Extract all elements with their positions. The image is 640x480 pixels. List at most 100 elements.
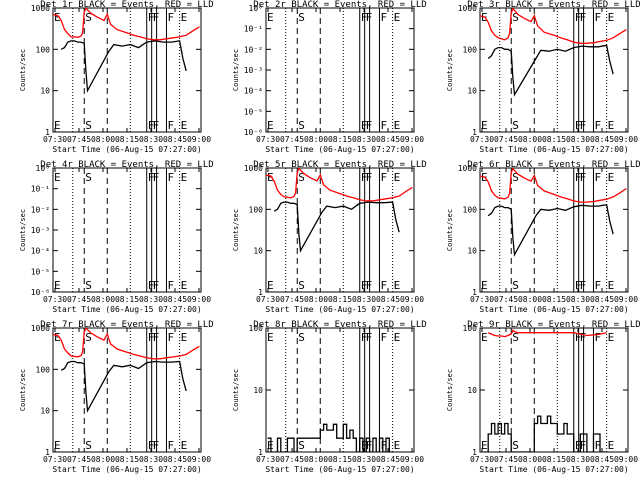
chart-panel-5: Det 5r BLACK = Events, RED = LLDEESSFFFF… (232, 160, 427, 314)
y-tick-label: 10⁻² (31, 205, 50, 214)
marker-label: E (394, 171, 401, 184)
marker-label: F (366, 279, 373, 292)
x-tick-label: 07:45 (494, 455, 518, 464)
marker-label: F (594, 171, 601, 184)
marker-label: E (481, 331, 488, 344)
marker-label: F (361, 171, 368, 184)
y-tick-label: 1 (472, 448, 477, 457)
series-line (53, 8, 200, 41)
x-tick-label: 09:00 (400, 295, 424, 304)
marker-label: E (394, 119, 401, 132)
marker-label: F (594, 439, 601, 452)
plot-frame (265, 167, 415, 293)
marker-label: E (608, 331, 615, 344)
x-tick-label: 08:00 (91, 455, 115, 464)
y-tick-label: 10⁻⁵ (31, 267, 50, 276)
marker-label: S (85, 171, 92, 184)
marker-label: F (361, 331, 368, 344)
chart-title: Det 6r BLACK = Events, RED = LLD (467, 160, 640, 170)
marker-label: F (380, 171, 387, 184)
chart-panel-3: Det 3r BLACK = Events, RED = LLDEESSFFFF… (446, 0, 640, 154)
y-axis-label: Counts/sec (19, 49, 27, 91)
chart-title: Det 9r BLACK = Events, RED = LLD (467, 320, 640, 330)
marker-label: F (575, 331, 582, 344)
chart-title: Det 2r BLACK = Events, RED = LLD (253, 0, 426, 10)
marker-label: E (608, 119, 615, 132)
y-tick-label: 1 (472, 128, 477, 137)
marker-label: E (181, 11, 188, 24)
marker-label: F (380, 119, 387, 132)
marker-label: E (481, 279, 488, 292)
y-tick-label: 10⁻⁴ (31, 247, 50, 256)
y-tick-label: 10 (40, 87, 50, 96)
chart-title: Det 8r BLACK = Events, RED = LLD (253, 320, 426, 330)
marker-label: F (148, 11, 155, 24)
marker-label: F (153, 119, 160, 132)
series-line (480, 8, 627, 44)
marker-label: F (575, 171, 582, 184)
marker-label: F (366, 331, 373, 344)
x-tick-label: 07:45 (280, 455, 304, 464)
marker-label: E (267, 331, 274, 344)
x-axis-label: Start Time (06-Aug-15 07:27:00) (479, 145, 628, 154)
marker-label: F (148, 171, 155, 184)
marker-label: E (54, 171, 61, 184)
marker-label: F (580, 279, 587, 292)
marker-label: F (148, 119, 155, 132)
x-tick-label: 08:15 (542, 455, 566, 464)
marker-label: F (153, 331, 160, 344)
x-tick-label: 09:00 (187, 295, 211, 304)
series-line (487, 203, 614, 257)
marker-label: F (167, 439, 174, 452)
plot-frame (265, 327, 415, 453)
chart-panel-6: Det 6r BLACK = Events, RED = LLDEESSFFFF… (446, 160, 640, 314)
y-tick-label: 1000 (244, 164, 263, 173)
x-tick-label: 08:00 (91, 295, 115, 304)
marker-label: F (594, 331, 601, 344)
chart-panel-4: Det 4r BLACK = Events, RED = LLDEESSFFFF… (19, 160, 214, 314)
plot-frame (479, 7, 629, 133)
marker-label: S (512, 331, 519, 344)
marker-label: F (594, 279, 601, 292)
x-tick-label: 08:30 (139, 135, 163, 144)
x-axis-label: Start Time (06-Aug-15 07:27:00) (265, 465, 414, 474)
marker-label: F (361, 119, 368, 132)
x-tick-label: 09:00 (614, 135, 638, 144)
marker-label: E (481, 119, 488, 132)
y-tick-label: 1 (45, 448, 50, 457)
x-tick-label: 09:00 (400, 135, 424, 144)
marker-label: F (575, 439, 582, 452)
x-tick-label: 08:00 (518, 455, 542, 464)
marker-label: S (298, 11, 305, 24)
series-line (480, 168, 627, 203)
y-axis-label: Counts/sec (232, 209, 240, 251)
series-line (484, 415, 607, 452)
series-line (273, 201, 400, 253)
marker-label: E (54, 439, 61, 452)
x-tick-label: 08:30 (139, 455, 163, 464)
marker-label: E (608, 171, 615, 184)
x-tick-label: 07:30 (256, 295, 280, 304)
x-tick-label: 09:00 (614, 455, 638, 464)
x-tick-label: 08:45 (376, 135, 400, 144)
x-axis-label: Start Time (06-Aug-15 07:27:00) (52, 305, 201, 314)
marker-label: S (85, 11, 92, 24)
x-tick-label: 08:30 (139, 295, 163, 304)
marker-label: F (167, 331, 174, 344)
x-tick-label: 08:30 (566, 455, 590, 464)
marker-label: F (380, 279, 387, 292)
marker-label: F (361, 279, 368, 292)
chart-title: Det 7r BLACK = Events, RED = LLD (40, 320, 213, 330)
x-tick-label: 08:30 (566, 295, 590, 304)
marker-label: E (181, 439, 188, 452)
x-axis-label: Start Time (06-Aug-15 07:27:00) (265, 305, 414, 314)
x-tick-label: 08:00 (518, 295, 542, 304)
marker-label: E (54, 11, 61, 24)
marker-label: E (394, 439, 401, 452)
y-tick-label: 1000 (31, 324, 50, 333)
marker-label: S (512, 279, 519, 292)
x-axis-label: Start Time (06-Aug-15 07:27:00) (479, 305, 628, 314)
marker-label: F (366, 11, 373, 24)
chart-title: Det 3r BLACK = Events, RED = LLD (467, 0, 640, 10)
